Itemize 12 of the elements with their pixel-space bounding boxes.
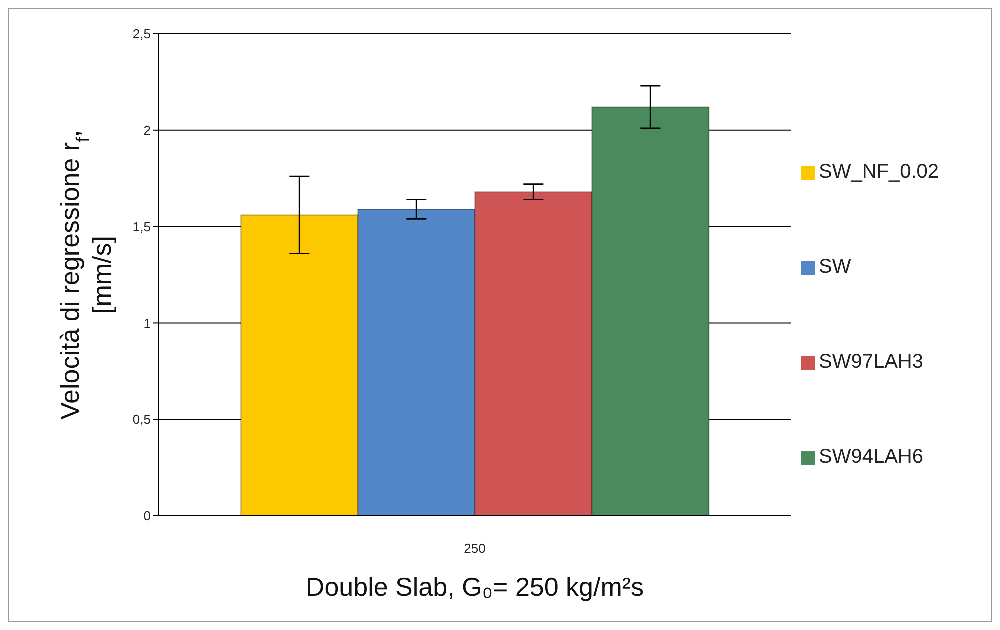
legend-label: SW97LAH3 <box>819 351 924 374</box>
x-tick-label: 250 <box>464 541 486 556</box>
y-tick-label: 0 <box>144 508 151 524</box>
x-axis-title: Double Slab, G₀= 250 kg/m²s <box>306 572 644 602</box>
y-tick-label: 1 <box>144 316 151 331</box>
legend-label: SW <box>819 256 852 279</box>
y-tick-label: 2 <box>144 123 151 138</box>
y-tick-label: 2,5 <box>132 26 151 42</box>
y-tick-label: 0,5 <box>132 412 151 428</box>
legend-label: SW_NF_0.02 <box>819 161 940 184</box>
legend-label: SW94LAH6 <box>819 446 924 469</box>
y-tick-label: 1,5 <box>132 219 151 234</box>
